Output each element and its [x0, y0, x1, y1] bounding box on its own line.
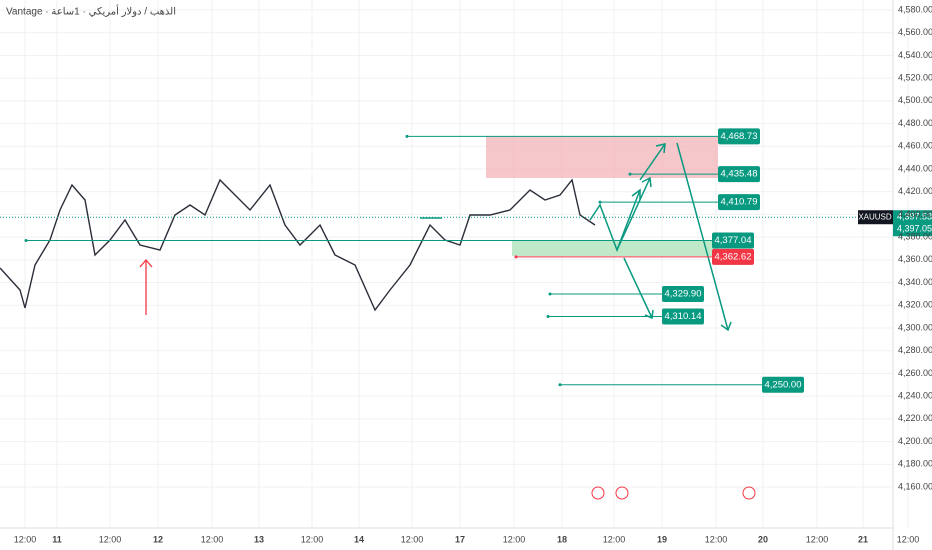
supply-zone — [486, 136, 718, 178]
price-tick-label: 4,200.00 — [898, 436, 932, 446]
overlay: 4,468.73 4,435.48 4,410.79 4,377.04 4,362.62… — [0, 128, 932, 393]
projection-arrows — [420, 142, 732, 332]
price-tick-label: 4,420.00 — [898, 186, 932, 196]
symbol-box — [858, 210, 893, 225]
time-tick-label: 12:00 — [603, 534, 626, 544]
level-anchor — [548, 292, 552, 296]
price-tick-label: 4,280.00 — [898, 345, 932, 355]
level-label-box — [662, 308, 704, 325]
price-tick-label: 4,340.00 — [898, 277, 932, 287]
price-tick-label: 4,160.00 — [898, 481, 932, 491]
symbol-label: XAUUSD — [858, 212, 892, 221]
level-label-box — [718, 128, 760, 145]
time-tick-label: 12:00 — [99, 534, 122, 544]
time-tick-label: 12:00 — [897, 534, 920, 544]
level-label-box — [662, 286, 704, 303]
price-tick-label: 4,260.00 — [898, 368, 932, 378]
time-tick-label: 12:00 — [301, 534, 324, 544]
price-tick-label: 4,380.00 — [898, 232, 932, 242]
time-tick-label: 17 — [455, 534, 465, 544]
price-tick-label: 4,560.00 — [898, 27, 932, 37]
level-anchor — [405, 134, 409, 138]
secondary-price: 4,397.05 — [897, 224, 932, 234]
last-price: 4,397.53 — [897, 212, 932, 222]
price-tick-label: 4,580.00 — [898, 4, 932, 14]
time-tick-label: 12:00 — [14, 534, 37, 544]
event-icon[interactable] — [742, 486, 756, 500]
time-tick-label: 12:00 — [201, 534, 224, 544]
level-anchor — [546, 314, 550, 318]
time-tick-label: 12:00 — [806, 534, 829, 544]
price-tick-label: 4,540.00 — [898, 50, 932, 60]
level-label: 4,468.73 — [721, 131, 758, 142]
level-label: 4,410.79 — [721, 197, 758, 208]
level-anchor — [558, 383, 562, 387]
level-label-box — [718, 194, 760, 211]
level-anchor — [598, 200, 602, 204]
price-tick-label: 4,500.00 — [898, 95, 932, 105]
time-tick-label: 18 — [557, 534, 567, 544]
time-tick-label: 12 — [153, 534, 163, 544]
level-label-box — [712, 248, 754, 265]
chart-header: Vantage · الذهب / دولار أمريكي · 1ساعة — [6, 5, 176, 18]
level-label: 4,329.90 — [665, 289, 702, 300]
price-tick-label: 4,480.00 — [898, 118, 932, 128]
event-icon[interactable] — [615, 486, 629, 500]
level-label: 4,310.14 — [665, 311, 702, 322]
price-tick-label: 4,520.00 — [898, 73, 932, 83]
demand-zone — [512, 240, 718, 256]
price-tick-label: 4,320.00 — [898, 300, 932, 310]
level-anchor — [628, 172, 632, 176]
level-anchor — [24, 239, 28, 243]
secondary-price-box — [893, 222, 932, 236]
level-label-box — [718, 166, 760, 183]
time-tick-label: 19 — [657, 534, 667, 544]
level-label: 4,377.04 — [715, 235, 752, 246]
level-label: 4,250.00 — [765, 379, 802, 390]
event-icon[interactable] — [591, 486, 605, 500]
level-label-box — [762, 376, 804, 393]
time-tick-label: 14 — [354, 534, 364, 544]
price-tick-label: 4,220.00 — [898, 413, 932, 423]
price-tick-label: 4,440.00 — [898, 163, 932, 173]
time-tick-label: 13 — [254, 534, 264, 544]
price-tick-label: 4,240.00 — [898, 391, 932, 401]
price-tick-label: 4,300.00 — [898, 322, 932, 332]
grid — [0, 0, 909, 528]
level-label-box — [712, 232, 754, 249]
time-tick-label: 12:00 — [705, 534, 728, 544]
price-path — [0, 178, 596, 312]
level-label: 4,435.48 — [721, 169, 758, 180]
level-anchor — [514, 255, 518, 259]
time-tick-label: 11 — [52, 534, 62, 544]
price-tick-label: 4,400.00 — [898, 209, 932, 219]
time-tick-label: 12:00 — [503, 534, 526, 544]
price-tick-label: 4,360.00 — [898, 254, 932, 264]
signal-arrow — [139, 259, 153, 315]
time-tick-label: 21 — [858, 534, 868, 544]
price-tick-label: 4,460.00 — [898, 141, 932, 151]
level-label: 4,362.62 — [715, 251, 752, 262]
time-tick-label: 12:00 — [401, 534, 424, 544]
time-tick-label: 20 — [758, 534, 768, 544]
price-tick-label: 4,180.00 — [898, 459, 932, 469]
